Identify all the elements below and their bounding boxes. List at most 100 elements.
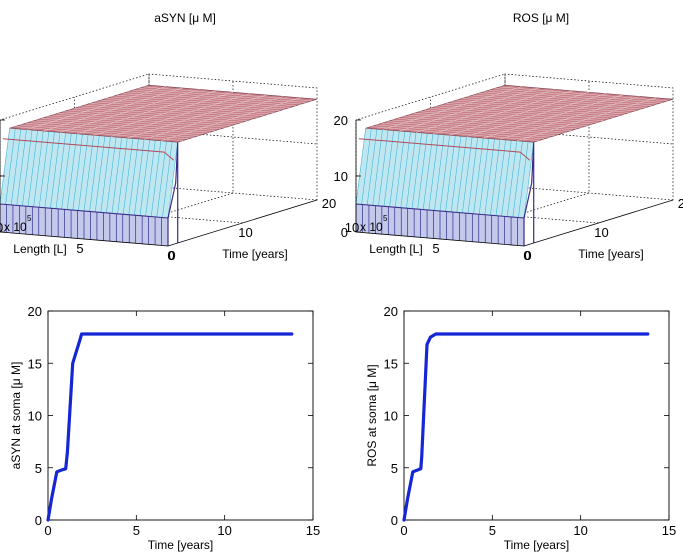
mesh-line <box>473 137 484 214</box>
x-tick-label: 10 <box>217 523 231 538</box>
z-tick-label: 10 <box>334 169 348 184</box>
mesh-line <box>43 87 183 132</box>
mesh-line <box>127 94 267 139</box>
series-line <box>46 332 294 522</box>
x-tick-label: 0 <box>167 248 174 263</box>
x-tick-label: 0 <box>44 523 51 538</box>
mesh-line <box>139 139 150 216</box>
x-tick-label: 10 <box>573 523 587 538</box>
x-axis-label: Time [years] <box>148 538 214 552</box>
mesh-line <box>44 131 55 208</box>
y-tick-label: 10 <box>345 220 359 235</box>
mesh-line <box>389 130 400 207</box>
ridge-line <box>523 142 535 246</box>
x-axis-label: Time [years] <box>222 247 288 261</box>
mesh-line <box>445 135 456 212</box>
mesh-line <box>434 134 445 211</box>
mesh-line <box>150 140 162 217</box>
x-tick-label: 10 <box>238 225 252 240</box>
mesh-line <box>156 141 167 218</box>
mesh-line <box>478 138 490 215</box>
mesh-line <box>355 128 366 205</box>
mesh-line <box>50 132 61 209</box>
chart-title: aSYN [μ M] <box>154 11 216 25</box>
y-tick-label: 20 <box>384 304 398 319</box>
y-tick-label: 15 <box>384 356 398 371</box>
y-exponent-label: x 10 <box>360 220 383 234</box>
mesh-line <box>416 89 556 133</box>
mesh-line <box>372 129 383 206</box>
mesh-line <box>93 91 234 136</box>
plot-area <box>403 310 670 521</box>
mesh-line <box>417 133 428 210</box>
x-tick-label: 20 <box>322 196 336 211</box>
mesh-line <box>78 134 89 211</box>
x-tick-label: 5 <box>489 523 496 538</box>
mesh-line <box>0 128 10 205</box>
mesh-line <box>38 131 50 208</box>
mesh-line <box>383 130 394 207</box>
mesh-line <box>484 138 495 215</box>
mesh-line <box>411 132 422 209</box>
side-wall <box>504 73 674 201</box>
mesh-line <box>10 129 22 205</box>
y-tick-label: 0 <box>35 513 42 528</box>
mesh-line <box>378 130 389 206</box>
z-tick-label: 20 <box>334 113 348 128</box>
mesh-line <box>33 130 44 207</box>
mesh-line <box>26 86 166 130</box>
mesh-line <box>94 136 106 212</box>
mesh-line <box>122 138 134 215</box>
mesh-line <box>162 141 173 218</box>
mesh-line <box>467 137 478 214</box>
mesh-line <box>523 142 534 219</box>
x-tick-label: 15 <box>662 523 676 538</box>
y-tick-label: 5 <box>76 241 83 256</box>
mesh-line <box>89 135 100 212</box>
mesh-line <box>60 89 200 133</box>
axis-line <box>0 199 318 247</box>
mesh-line <box>145 140 156 217</box>
mesh-line <box>501 140 512 217</box>
y-axis-label: Length [L] <box>13 242 66 256</box>
mesh-line <box>399 87 539 132</box>
mesh-line <box>5 128 16 205</box>
mesh-line <box>72 134 83 211</box>
y-tick-label: 10 <box>384 409 398 424</box>
mesh-line <box>490 139 501 216</box>
mesh-line <box>456 136 467 213</box>
mesh-line <box>55 132 66 209</box>
mesh-line <box>160 97 301 142</box>
x-axis-label: Time [years] <box>504 538 570 552</box>
line-chart-3: 0 5 10 15 0 5 10 15 20 Time [years] aSYN at soma [… <box>9 304 320 552</box>
ridge-line <box>167 142 179 246</box>
y-axis-label: Length [L] <box>369 242 422 256</box>
mesh-line <box>512 141 523 218</box>
y-tick-label: 20 <box>28 304 42 319</box>
ridge-line <box>358 138 531 161</box>
y-tick-label: 15 <box>28 356 42 371</box>
mesh-line <box>83 135 94 212</box>
mesh-line <box>111 137 122 214</box>
y-exponent-power: 5 <box>27 214 32 223</box>
y-tick-label: 0 <box>524 248 531 263</box>
y-tick-label: 0 <box>391 513 398 528</box>
mesh-line <box>106 137 117 213</box>
mesh-line <box>439 135 450 212</box>
mesh-line <box>110 93 250 137</box>
y-tick-label: 10 <box>0 220 3 235</box>
mesh-line <box>518 141 529 218</box>
y-axis-label: aSYN at soma [μ M] <box>9 362 23 470</box>
mesh-line <box>61 133 72 210</box>
mesh-line <box>76 90 217 135</box>
x-tick-label: 0 <box>400 523 407 538</box>
y-tick-label: 5 <box>35 461 42 476</box>
y-tick-label: 5 <box>391 461 398 476</box>
mesh-line <box>432 90 573 135</box>
axis-line <box>355 199 674 247</box>
mesh-line <box>400 131 411 208</box>
mesh-line <box>144 96 284 140</box>
x-tick-label: 0 <box>523 248 530 263</box>
x-tick-label: 5 <box>133 523 140 538</box>
